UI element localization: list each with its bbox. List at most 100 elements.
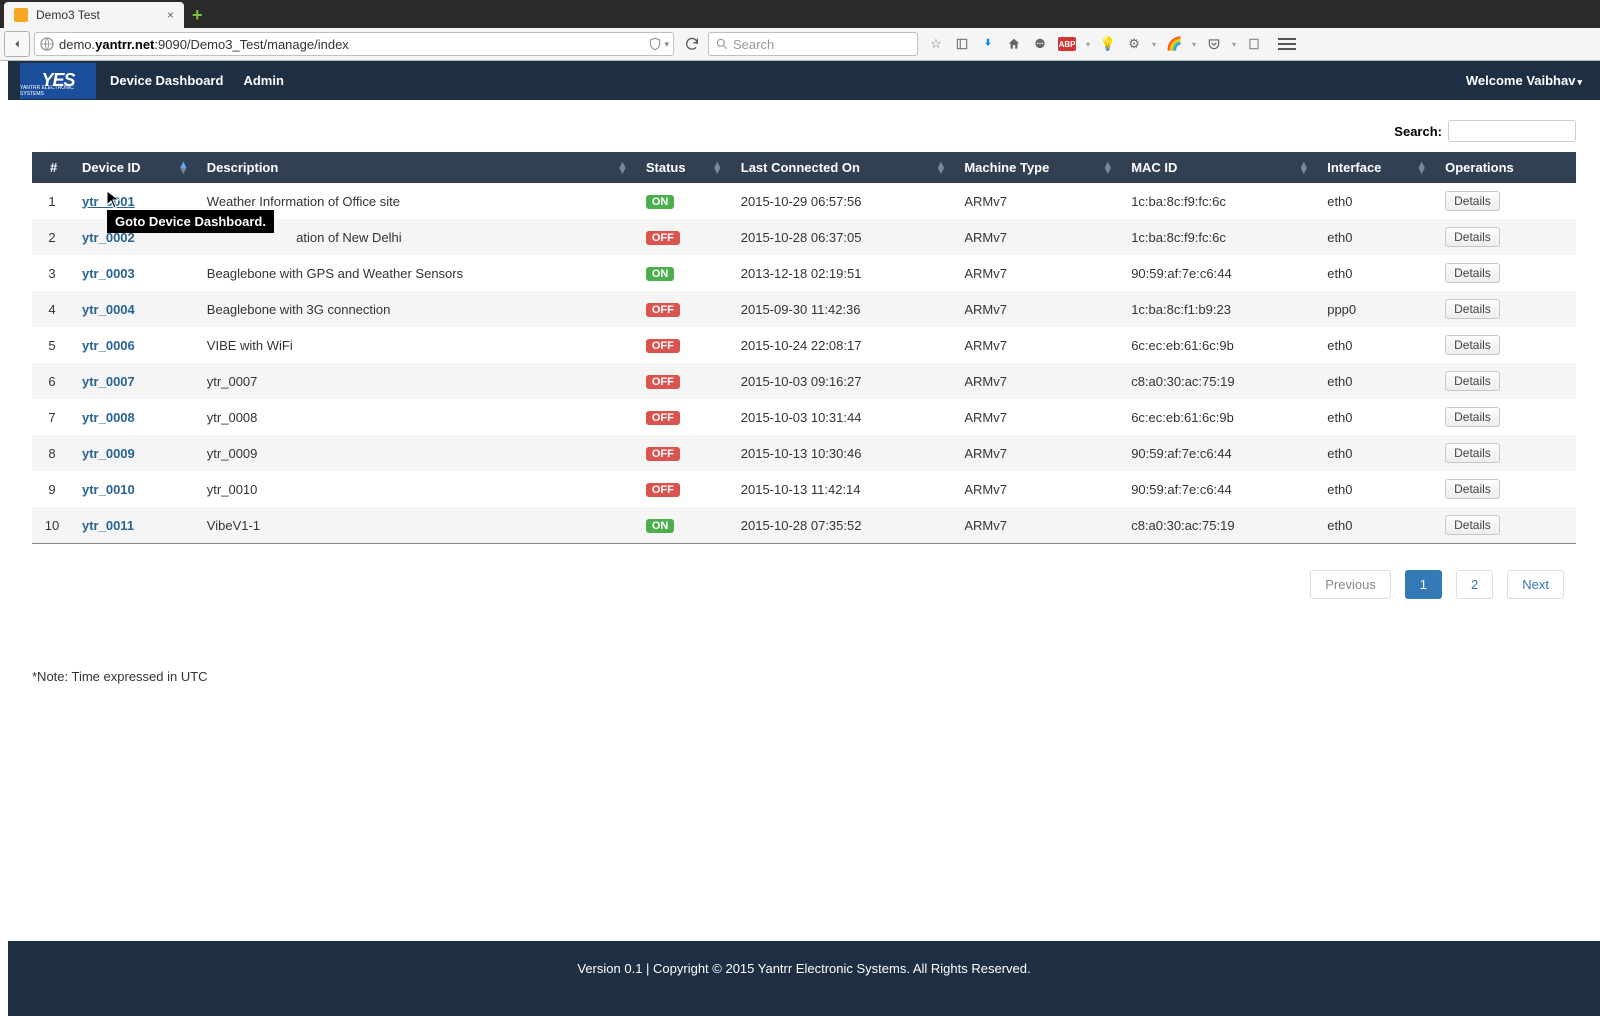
cell-description: VIBE with WiFi bbox=[197, 327, 636, 363]
details-button[interactable]: Details bbox=[1445, 479, 1500, 499]
gear-icon[interactable]: ⚙ bbox=[1126, 36, 1142, 52]
device-id-link[interactable]: ytr_0011 bbox=[82, 518, 134, 533]
bulb-icon[interactable]: 💡 bbox=[1100, 36, 1116, 52]
cell-machine-type: ARMv7 bbox=[954, 471, 1121, 507]
table-header: #Device ID▲▼Description▲▼Status▲▼Last Co… bbox=[32, 152, 1576, 183]
column-header[interactable]: Status▲▼ bbox=[636, 152, 731, 183]
details-button[interactable]: Details bbox=[1445, 515, 1500, 535]
browser-tab[interactable]: Demo3 Test × bbox=[4, 2, 184, 28]
page-previous[interactable]: Previous bbox=[1310, 570, 1391, 599]
table-search-input[interactable] bbox=[1448, 120, 1576, 142]
column-header[interactable]: MAC ID▲▼ bbox=[1121, 152, 1317, 183]
cell-last-connected: 2015-10-13 11:42:14 bbox=[731, 471, 955, 507]
cell-mac: 6c:ec:eb:61:6c:9b bbox=[1121, 399, 1317, 435]
table-search-label: Search: bbox=[1394, 124, 1442, 139]
cell-interface: eth0 bbox=[1317, 471, 1435, 507]
device-id-link[interactable]: ytr_0001 bbox=[82, 194, 135, 209]
browser-search-bar[interactable]: Search bbox=[708, 32, 918, 56]
status-badge: OFF bbox=[646, 303, 680, 317]
cell-mac: 1c:ba:8c:f1:b9:23 bbox=[1121, 291, 1317, 327]
home-icon[interactable] bbox=[1006, 36, 1022, 52]
dropdown-arrow-icon[interactable]: ▾ bbox=[664, 39, 669, 50]
table-row: 5 ytr_0006 VIBE with WiFi OFF 2015-10-24… bbox=[32, 327, 1576, 363]
cell-interface: eth0 bbox=[1317, 183, 1435, 219]
abp-dropdown-icon[interactable]: ▾ bbox=[1086, 40, 1090, 49]
page-2[interactable]: 2 bbox=[1456, 570, 1493, 599]
table-row: 6 ytr_0007 ytr_0007 OFF 2015-10-03 09:16… bbox=[32, 363, 1576, 399]
column-header[interactable]: Last Connected On▲▼ bbox=[731, 152, 955, 183]
footer: Version 0.1 | Copyright © 2015 Yantrr El… bbox=[8, 941, 1600, 1016]
note-icon[interactable] bbox=[1246, 36, 1262, 52]
table-row: 8 ytr_0009 ytr_0009 OFF 2015-10-13 10:30… bbox=[32, 435, 1576, 471]
cell-mac: 1c:ba:8c:f9:fc:6c bbox=[1121, 183, 1317, 219]
rainbow-dropdown-icon[interactable]: ▾ bbox=[1192, 40, 1196, 49]
column-header[interactable]: Machine Type▲▼ bbox=[954, 152, 1121, 183]
new-tab-icon[interactable]: + bbox=[192, 5, 203, 26]
bookmark-star-icon[interactable]: ☆ bbox=[928, 36, 944, 52]
tab-close-icon[interactable]: × bbox=[167, 8, 174, 22]
cell-last-connected: 2015-10-24 22:08:17 bbox=[731, 327, 955, 363]
column-header[interactable]: Interface▲▼ bbox=[1317, 152, 1435, 183]
details-button[interactable]: Details bbox=[1445, 191, 1500, 211]
device-id-link[interactable]: ytr_0006 bbox=[82, 338, 135, 353]
details-button[interactable]: Details bbox=[1445, 407, 1500, 427]
device-id-link[interactable]: ytr_0003 bbox=[82, 266, 135, 281]
cell-last-connected: 2015-10-28 06:37:05 bbox=[731, 219, 955, 255]
back-button[interactable] bbox=[4, 31, 30, 57]
cell-mac: 90:59:af:7e:c6:44 bbox=[1121, 255, 1317, 291]
details-button[interactable]: Details bbox=[1445, 299, 1500, 319]
column-header[interactable]: Description▲▼ bbox=[197, 152, 636, 183]
rainbow-icon[interactable]: 🌈 bbox=[1166, 36, 1182, 52]
details-button[interactable]: Details bbox=[1445, 443, 1500, 463]
status-badge: OFF bbox=[646, 339, 680, 353]
pocket-dropdown-icon[interactable]: ▾ bbox=[1232, 40, 1236, 49]
nav-welcome[interactable]: Welcome Vaibhav▾ bbox=[1466, 73, 1600, 88]
pocket-icon[interactable] bbox=[1206, 36, 1222, 52]
table-row: 9 ytr_0010 ytr_0010 OFF 2015-10-13 11:42… bbox=[32, 471, 1576, 507]
column-header[interactable]: Operations bbox=[1435, 152, 1576, 183]
nav-admin[interactable]: Admin bbox=[243, 73, 283, 88]
reload-icon[interactable] bbox=[684, 36, 700, 52]
logo[interactable]: YES YANTRR ELECTRONIC SYSTEMS bbox=[20, 63, 96, 99]
url-bar[interactable]: demo.yantrr.net:9090/Demo3_Test/manage/i… bbox=[34, 32, 674, 56]
chat-icon[interactable] bbox=[1032, 36, 1048, 52]
cell-description: ytr_0007 bbox=[197, 363, 636, 399]
gear-dropdown-icon[interactable]: ▾ bbox=[1152, 40, 1156, 49]
device-id-link[interactable]: ytr_0010 bbox=[82, 482, 135, 497]
cell-last-connected: 2015-10-29 06:57:56 bbox=[731, 183, 955, 219]
status-badge: OFF bbox=[646, 483, 680, 497]
details-button[interactable]: Details bbox=[1445, 371, 1500, 391]
cell-last-connected: 2015-10-03 09:16:27 bbox=[731, 363, 955, 399]
cell-index: 3 bbox=[32, 255, 72, 291]
abp-icon[interactable]: ABP bbox=[1058, 37, 1076, 51]
app-navbar: YES YANTRR ELECTRONIC SYSTEMS Device Das… bbox=[8, 61, 1600, 100]
details-button[interactable]: Details bbox=[1445, 227, 1500, 247]
cell-last-connected: 2015-09-30 11:42:36 bbox=[731, 291, 955, 327]
device-id-link[interactable]: ytr_0009 bbox=[82, 446, 135, 461]
nav-device-dashboard[interactable]: Device Dashboard bbox=[110, 73, 223, 88]
shield-icon[interactable] bbox=[648, 37, 662, 51]
cell-interface: eth0 bbox=[1317, 507, 1435, 544]
cell-interface: eth0 bbox=[1317, 363, 1435, 399]
library-icon[interactable] bbox=[954, 36, 970, 52]
status-badge: OFF bbox=[646, 231, 680, 245]
cell-interface: eth0 bbox=[1317, 219, 1435, 255]
cell-machine-type: ARMv7 bbox=[954, 219, 1121, 255]
cell-machine-type: ARMv7 bbox=[954, 435, 1121, 471]
table-row: 4 ytr_0004 Beaglebone with 3G connection… bbox=[32, 291, 1576, 327]
device-id-link[interactable]: ytr_0007 bbox=[82, 374, 135, 389]
download-icon[interactable] bbox=[980, 36, 996, 52]
device-id-link[interactable]: ytr_0004 bbox=[82, 302, 135, 317]
page-1[interactable]: 1 bbox=[1405, 570, 1442, 599]
details-button[interactable]: Details bbox=[1445, 335, 1500, 355]
details-button[interactable]: Details bbox=[1445, 263, 1500, 283]
cell-index: 6 bbox=[32, 363, 72, 399]
table-row: 7 ytr_0008 ytr_0008 OFF 2015-10-03 10:31… bbox=[32, 399, 1576, 435]
cell-last-connected: 2015-10-28 07:35:52 bbox=[731, 507, 955, 544]
device-id-link[interactable]: ytr_0008 bbox=[82, 410, 135, 425]
cell-index: 9 bbox=[32, 471, 72, 507]
hamburger-menu-icon[interactable] bbox=[1278, 38, 1296, 50]
page-next[interactable]: Next bbox=[1507, 570, 1564, 599]
column-header[interactable]: Device ID▲▼ bbox=[72, 152, 197, 183]
column-header[interactable]: # bbox=[32, 152, 72, 183]
